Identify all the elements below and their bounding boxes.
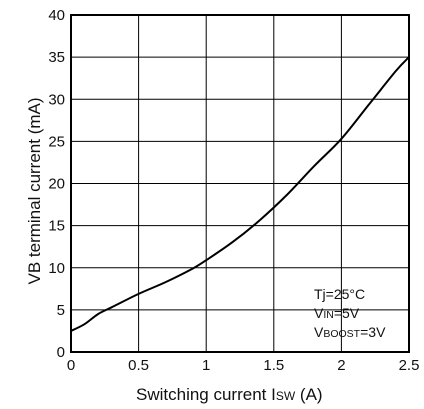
x-tick-label: 1.5 (263, 357, 284, 374)
y-tick-label: 30 (48, 91, 65, 108)
x-tick-label: 0 (67, 357, 75, 374)
y-tick-label: 15 (48, 218, 65, 235)
x-tick-labels: 0 0.5 1 1.5 2 2.5 (67, 357, 420, 374)
series-line (70, 56, 410, 332)
annotation-line-0: Tj=25°C (314, 286, 365, 302)
y-tick-label: 35 (48, 49, 65, 66)
y-axis-label: VB terminal current (mA) (25, 97, 44, 284)
y-tick-label: 20 (48, 176, 65, 193)
x-tick-label: 1 (202, 357, 210, 374)
y-tick-label: 40 (48, 7, 65, 24)
x-tick-label: 2 (337, 357, 345, 374)
y-tick-labels: 0 5 10 15 20 25 30 35 40 (48, 7, 65, 361)
annotation-line-2: VBOOST=3V (314, 324, 386, 340)
x-tick-label: 0.5 (128, 357, 149, 374)
x-axis-label-main: Switching current I (136, 385, 276, 404)
y-tick-label: 5 (57, 302, 65, 319)
plot-frame (70, 14, 410, 353)
annotation-line-1: VIN=5V (314, 305, 360, 321)
x-axis-label-tail: (A) (295, 385, 322, 404)
y-tick-label: 0 (57, 344, 65, 361)
x-tick-label: 2.5 (399, 357, 420, 374)
x-axis-label: Switching current ISW (A) (136, 385, 323, 404)
y-tick-label: 25 (48, 133, 65, 150)
condition-annotations: Tj=25°C VIN=5V VBOOST=3V (314, 286, 386, 340)
y-tick-label: 10 (48, 260, 65, 277)
x-axis-label-sub: SW (276, 389, 296, 403)
